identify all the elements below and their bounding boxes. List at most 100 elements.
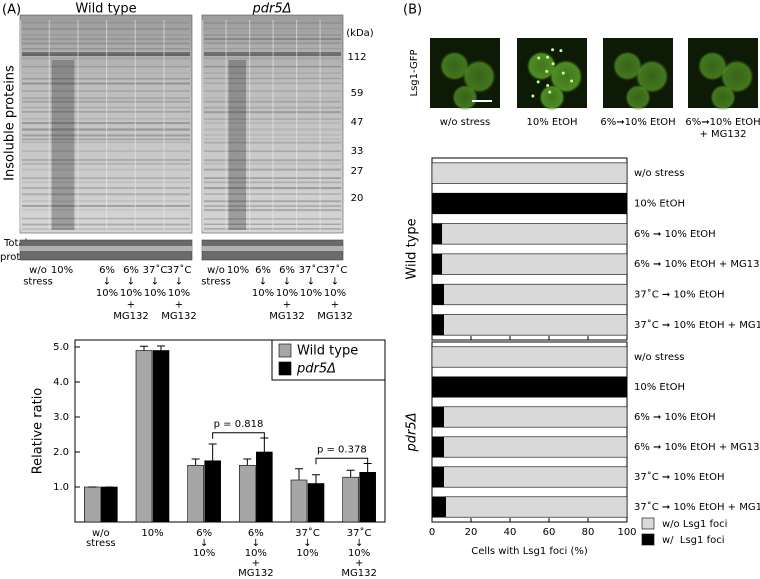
bar-segment [441,253,628,275]
gel-lane-edge [319,20,321,230]
bar [135,350,153,523]
bar [152,350,170,523]
lane-label: 10% [276,288,298,299]
bar [342,476,359,523]
x-tick-label: MG132 [341,568,376,579]
foci [531,94,535,98]
gel-lane-edge [249,20,251,230]
lane-label: 10% [300,288,322,299]
lane-label: + [331,300,339,311]
marker-label: 59 [351,88,364,99]
legend-label: Wild type [297,344,358,359]
error-bar [312,474,320,484]
marker-label: 112 [347,52,366,63]
lane-label: 10% [227,265,249,276]
legend-swatch [641,517,655,530]
x-tick-label: 6% [196,528,212,539]
lane-label: ↓ [259,277,267,288]
legend-label: w/ Lsg1 foci [662,535,725,546]
gel-lane-edge [77,20,79,230]
bar [256,451,273,523]
row-label: 6% ➞ 10% EtOH [634,412,716,423]
plot-frame [431,157,628,341]
lane-label: 6% [279,265,295,276]
lane-label: 37˚C [299,264,324,276]
lane-label: 10% [96,288,118,299]
marker-label: 33 [351,146,364,157]
lane-label: 6% [255,265,271,276]
panel-label: (A) [2,3,21,18]
x-tick-label: MG132 [238,568,273,579]
cell [539,84,565,111]
x-tick-label: 37˚C [347,527,372,539]
row-label: 6% ➞ 10% EtOH + MG132 [634,442,760,453]
gel-title: Wild type [75,2,136,17]
legend-swatch [278,343,292,358]
x-tick-label: + [355,558,363,569]
lane-label: + [175,300,183,311]
gel-smear [228,60,246,230]
row-label: w/o stress [634,168,684,179]
bar-segment [431,406,444,428]
error-bar [260,437,269,452]
cell [635,59,669,94]
x-tick-label: 80 [582,527,595,538]
foci [545,69,549,73]
lane-label: MG132 [113,311,148,322]
bar-segment [443,406,628,428]
bar [204,460,221,523]
row-label: 37˚C ➞ 10% EtOH [634,289,724,301]
bar-segment [445,496,628,518]
bar [307,483,325,523]
bar-segment [431,223,443,245]
lane-label: ↓ [175,277,183,288]
x-tick-label: 10% [141,528,163,539]
lane-label: 6% [99,265,115,276]
x-tick-label: 20 [465,527,478,538]
scale-bar [472,100,492,102]
lane-label: MG132 [269,311,304,322]
gel-lane-edge [225,20,227,230]
bar-segment [431,314,444,336]
gel-lane-edge [20,20,22,230]
cell [697,51,728,81]
lane-label: 10% [144,288,166,299]
x-tick-label: ↓ [303,538,311,549]
row-label: 10% EtOH [634,382,685,393]
lane-label: 37˚C [323,264,348,276]
foci [559,49,563,53]
group-label: pdr5Δ [405,412,420,452]
foci [561,71,565,75]
bar-segment [431,192,628,215]
lane-label: MG132 [317,311,352,322]
foci [546,55,550,59]
error-bar [243,458,252,466]
y-tick-label: 1.0 [53,482,69,493]
y-tick-label: 2.0 [53,447,69,458]
bar [101,486,118,523]
bar-segment [431,496,446,518]
bar [290,479,308,523]
x-tick-label: 0 [429,527,435,538]
gel-ylabel: Insoluble proteins [3,65,18,181]
lane-label: w/o [207,265,225,276]
gel-lane-edge [106,20,108,230]
gel-lane-edge [272,20,274,230]
error-bar [157,345,165,351]
bar-segment [443,283,628,306]
image-label: Lsg1-GFP [409,50,420,97]
annotation: p = 0.818 [214,419,264,430]
lane-label: ↓ [307,277,315,288]
total-protein-label: protein [0,252,36,263]
gel-smear [51,60,75,230]
error-bar [295,468,303,480]
lane-label: ↓ [103,277,111,288]
group-label: Wild type [405,218,420,279]
foci [551,62,555,66]
error-bar [208,443,217,461]
gel-lane-edge [163,20,165,230]
x-tick-label: 100 [617,527,636,538]
x-tick-label: + [252,558,260,569]
bracket [212,432,265,439]
x-tick-label: 6% [248,528,264,539]
